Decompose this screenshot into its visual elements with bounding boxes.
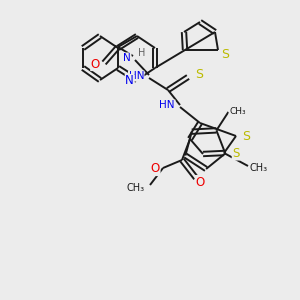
Text: HN: HN [128,71,144,81]
Text: O: O [151,163,160,176]
Text: CH₃: CH₃ [229,107,246,116]
Text: O: O [91,58,100,70]
Text: S: S [242,130,250,142]
Text: N: N [125,74,134,88]
Text: CH₃: CH₃ [250,163,268,173]
Text: CH₃: CH₃ [127,183,145,193]
Text: H: H [138,48,146,58]
Text: N: N [123,53,131,63]
Text: S: S [221,47,229,61]
Text: O: O [195,176,205,188]
Text: HN: HN [160,100,175,110]
Text: S: S [195,68,203,82]
Text: S: S [232,147,240,160]
